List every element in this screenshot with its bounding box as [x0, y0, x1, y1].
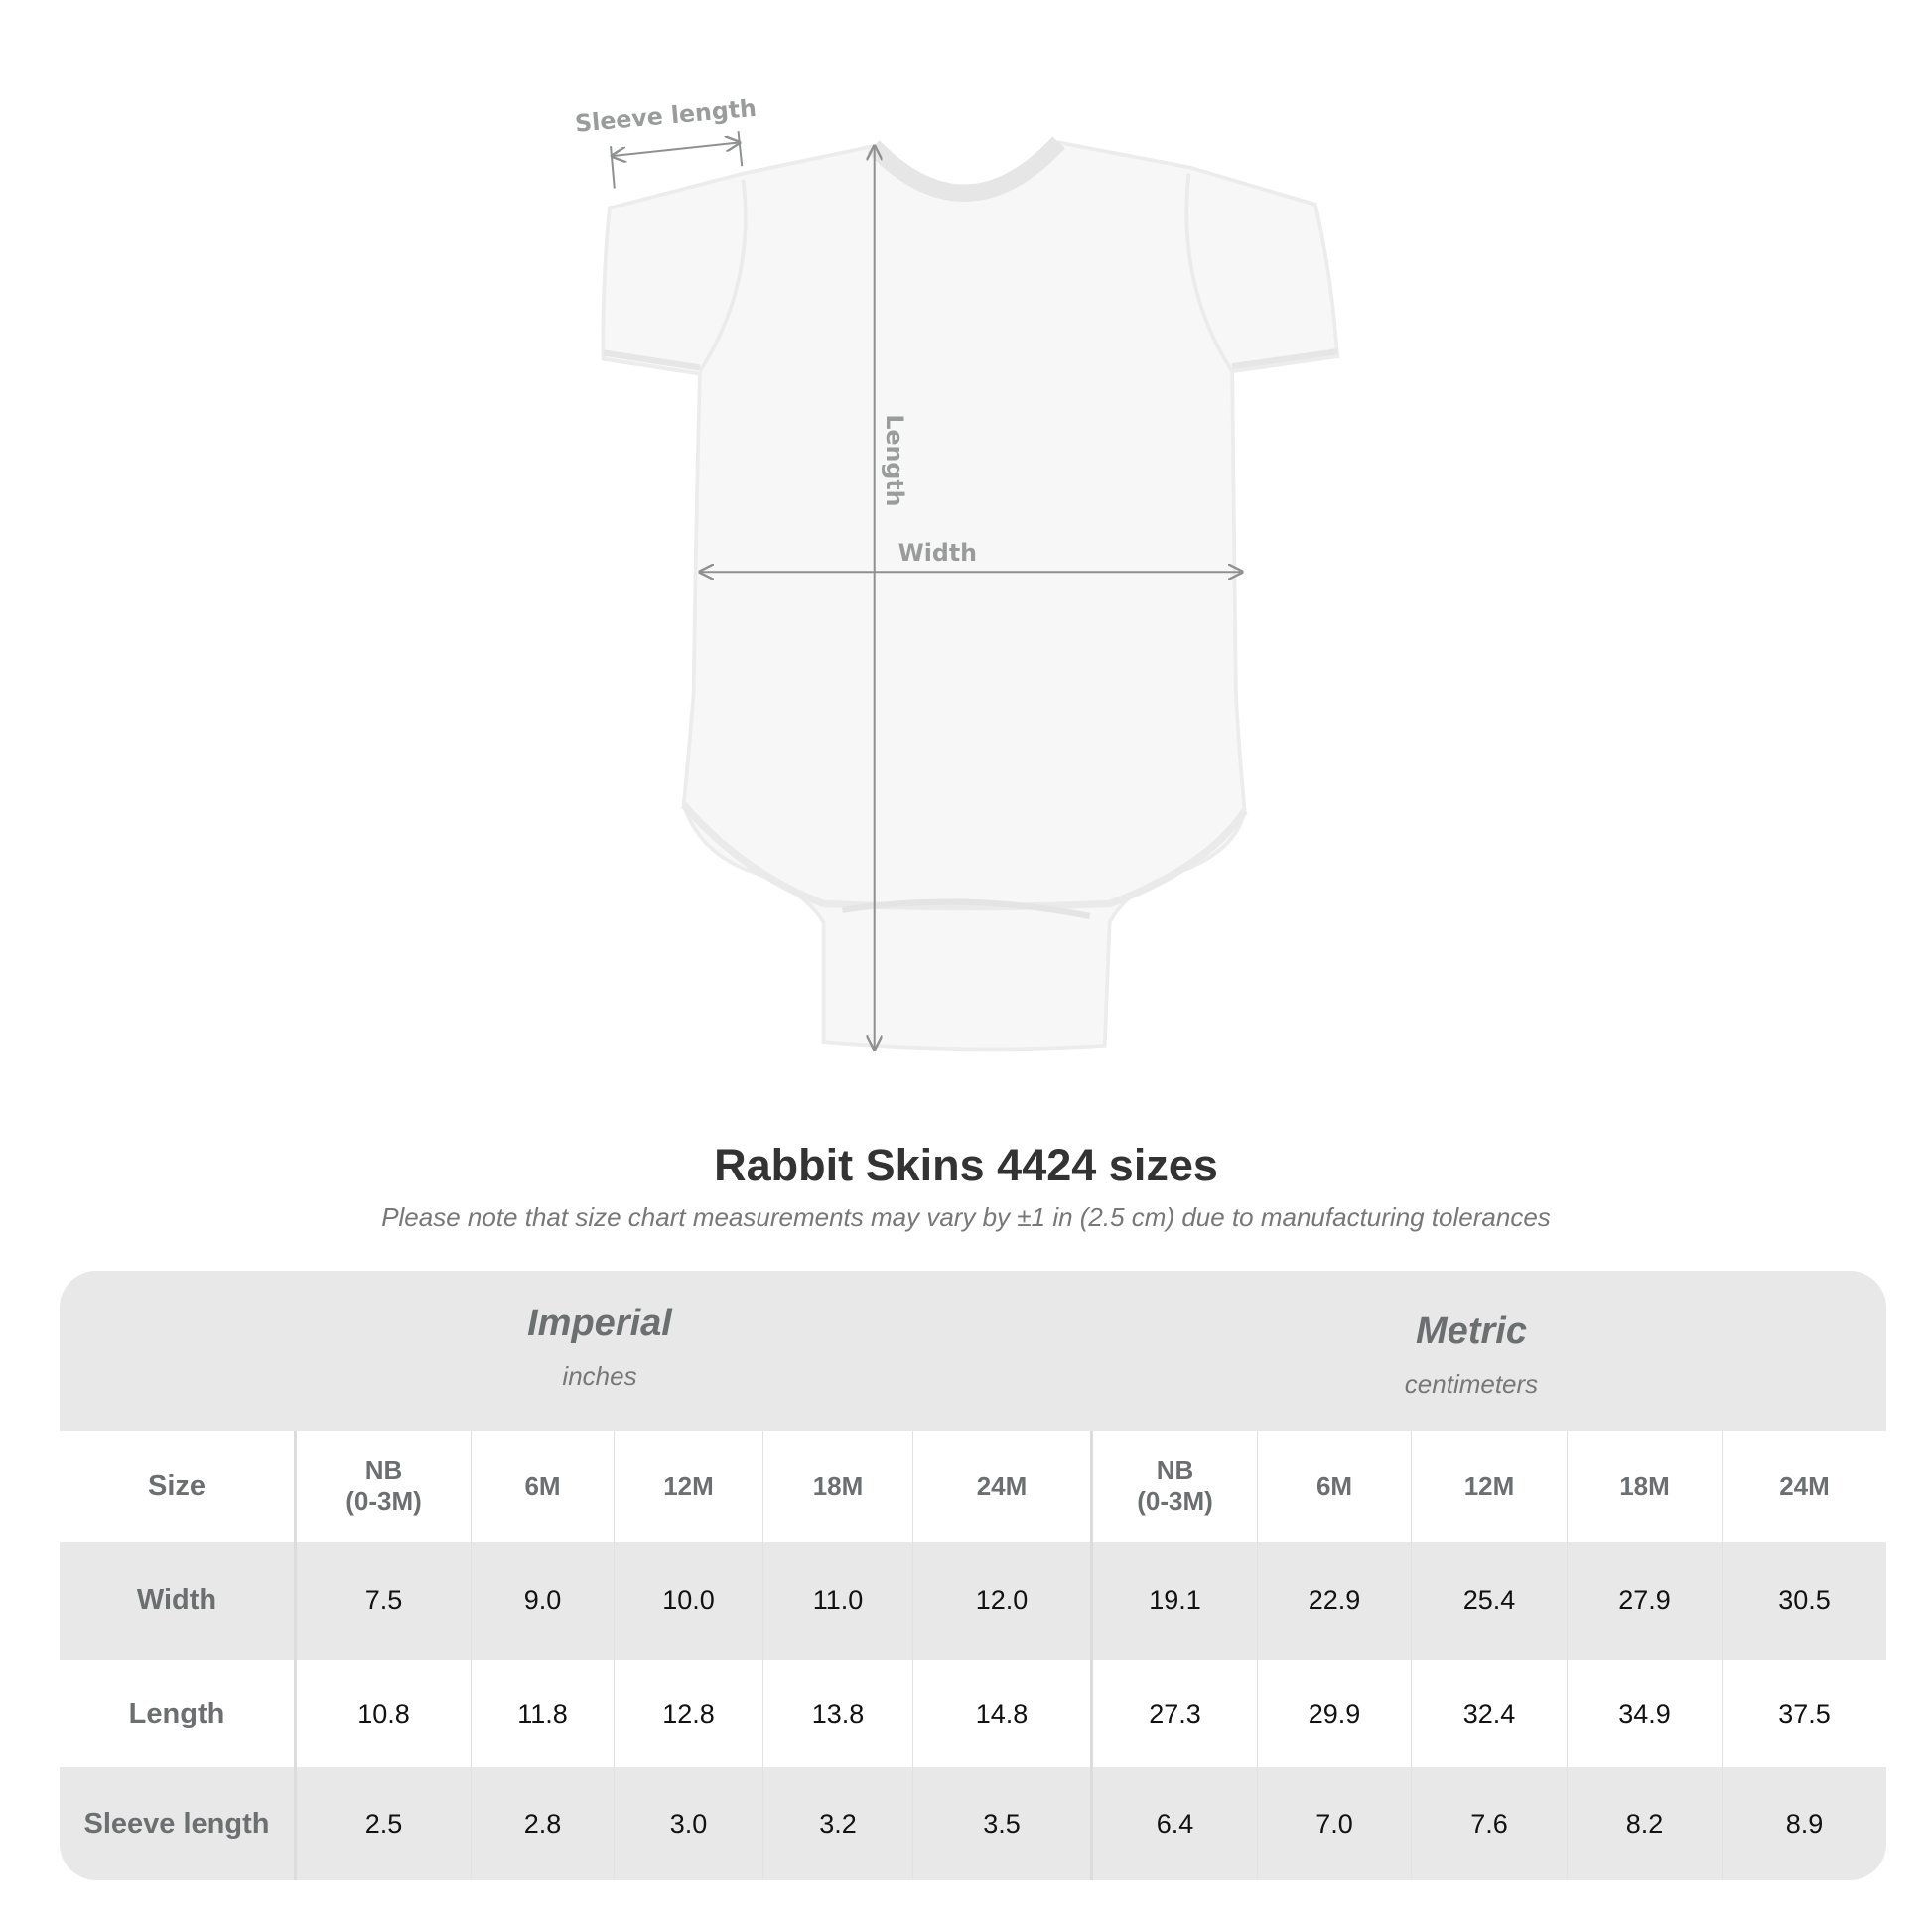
metric-value: 29.9	[1257, 1660, 1411, 1767]
sleeve-arrow	[612, 142, 739, 156]
size-header: 18M	[1567, 1431, 1722, 1542]
width-label: Width	[898, 539, 977, 567]
imperial-value: 2.5	[294, 1767, 471, 1880]
row-label: Width	[136, 1585, 217, 1616]
size-header: 6M	[471, 1431, 614, 1542]
imperial-value: 9.0	[471, 1542, 614, 1660]
metric-value: 19.1	[1090, 1542, 1257, 1660]
size-table: Imperial inches Metric centimeters Size N…	[60, 1271, 1886, 1880]
metric-value: 27.9	[1567, 1542, 1722, 1660]
imperial-value: 11.8	[471, 1660, 614, 1767]
metric-value: 6.4	[1090, 1767, 1257, 1880]
imperial-value: 3.5	[912, 1767, 1090, 1880]
imperial-value: 10.8	[294, 1660, 471, 1767]
imperial-value: 3.2	[762, 1767, 912, 1880]
imperial-value: 10.0	[614, 1542, 762, 1660]
imperial-value: 12.0	[912, 1542, 1090, 1660]
onesie-diagram: Sleeve length Length Width	[574, 94, 1340, 1052]
imperial-value: 7.5	[294, 1542, 471, 1660]
metric-group: Metric centimeters	[1173, 1311, 1769, 1400]
metric-value: 22.9	[1257, 1542, 1411, 1660]
metric-value: 7.6	[1411, 1767, 1567, 1880]
imperial-unit: inches	[562, 1361, 637, 1391]
table-row: Width 7.5 9.0 10.0 11.0 12.0 19.1 22.9 25.4 27.9 3…	[60, 1542, 1886, 1660]
table-row: Sleeve length 2.5 2.8 3.0 3.2 3.5 6.4 7.0 7.6 8.2…	[60, 1767, 1886, 1880]
metric-value: 30.5	[1722, 1542, 1886, 1660]
row-label: Length	[128, 1697, 225, 1729]
metric-value: 25.4	[1411, 1542, 1567, 1660]
imperial-value: 13.8	[762, 1660, 912, 1767]
table-row: Length 10.8 11.8 12.8 13.8 14.8 27.3 29.9 32.4 34…	[60, 1660, 1886, 1767]
page-title: Rabbit Skins 4424 sizes	[714, 1140, 1218, 1190]
metric-value: 8.2	[1567, 1767, 1722, 1880]
metric-value: 7.0	[1257, 1767, 1411, 1880]
size-header: NB (0-3M)	[1090, 1431, 1257, 1542]
size-header-row: Size NB (0-3M) 6M 12M 18M 24M NB (0-3M) 6M 12M 18…	[60, 1431, 1886, 1542]
size-label: Size	[147, 1469, 207, 1502]
measurement-arrows	[611, 131, 1242, 1049]
tolerance-note: Please note that size chart measurements…	[381, 1202, 1551, 1232]
length-label: Length	[881, 414, 908, 506]
metric-value: 32.4	[1411, 1660, 1567, 1767]
size-header: NB (0-3M)	[294, 1431, 471, 1542]
row-label: Sleeve length	[83, 1807, 270, 1840]
metric-value: 27.3	[1090, 1660, 1257, 1767]
metric-title: Metric	[1416, 1311, 1527, 1352]
table-header-band: Imperial inches Metric centimeters	[60, 1271, 1886, 1431]
size-header: 24M	[912, 1431, 1090, 1542]
imperial-title: Imperial	[527, 1303, 672, 1344]
onesie-garment	[601, 136, 1340, 1052]
imperial-value: 12.8	[614, 1660, 762, 1767]
metric-unit: centimeters	[1404, 1369, 1539, 1399]
imperial-value: 14.8	[912, 1660, 1090, 1767]
sleeve-length-label: Sleeve length	[574, 94, 758, 138]
size-header: 12M	[614, 1431, 762, 1542]
metric-value: 37.5	[1722, 1660, 1886, 1767]
size-header: 18M	[762, 1431, 912, 1542]
metric-value: 34.9	[1567, 1660, 1722, 1767]
size-header: 6M	[1257, 1431, 1411, 1542]
imperial-value: 11.0	[762, 1542, 912, 1660]
imperial-value: 3.0	[614, 1767, 762, 1880]
imperial-value: 2.8	[471, 1767, 614, 1880]
size-header: 24M	[1722, 1431, 1886, 1542]
imperial-group: Imperial inches	[302, 1303, 897, 1392]
size-header: 12M	[1411, 1431, 1567, 1542]
metric-value: 8.9	[1722, 1767, 1886, 1880]
